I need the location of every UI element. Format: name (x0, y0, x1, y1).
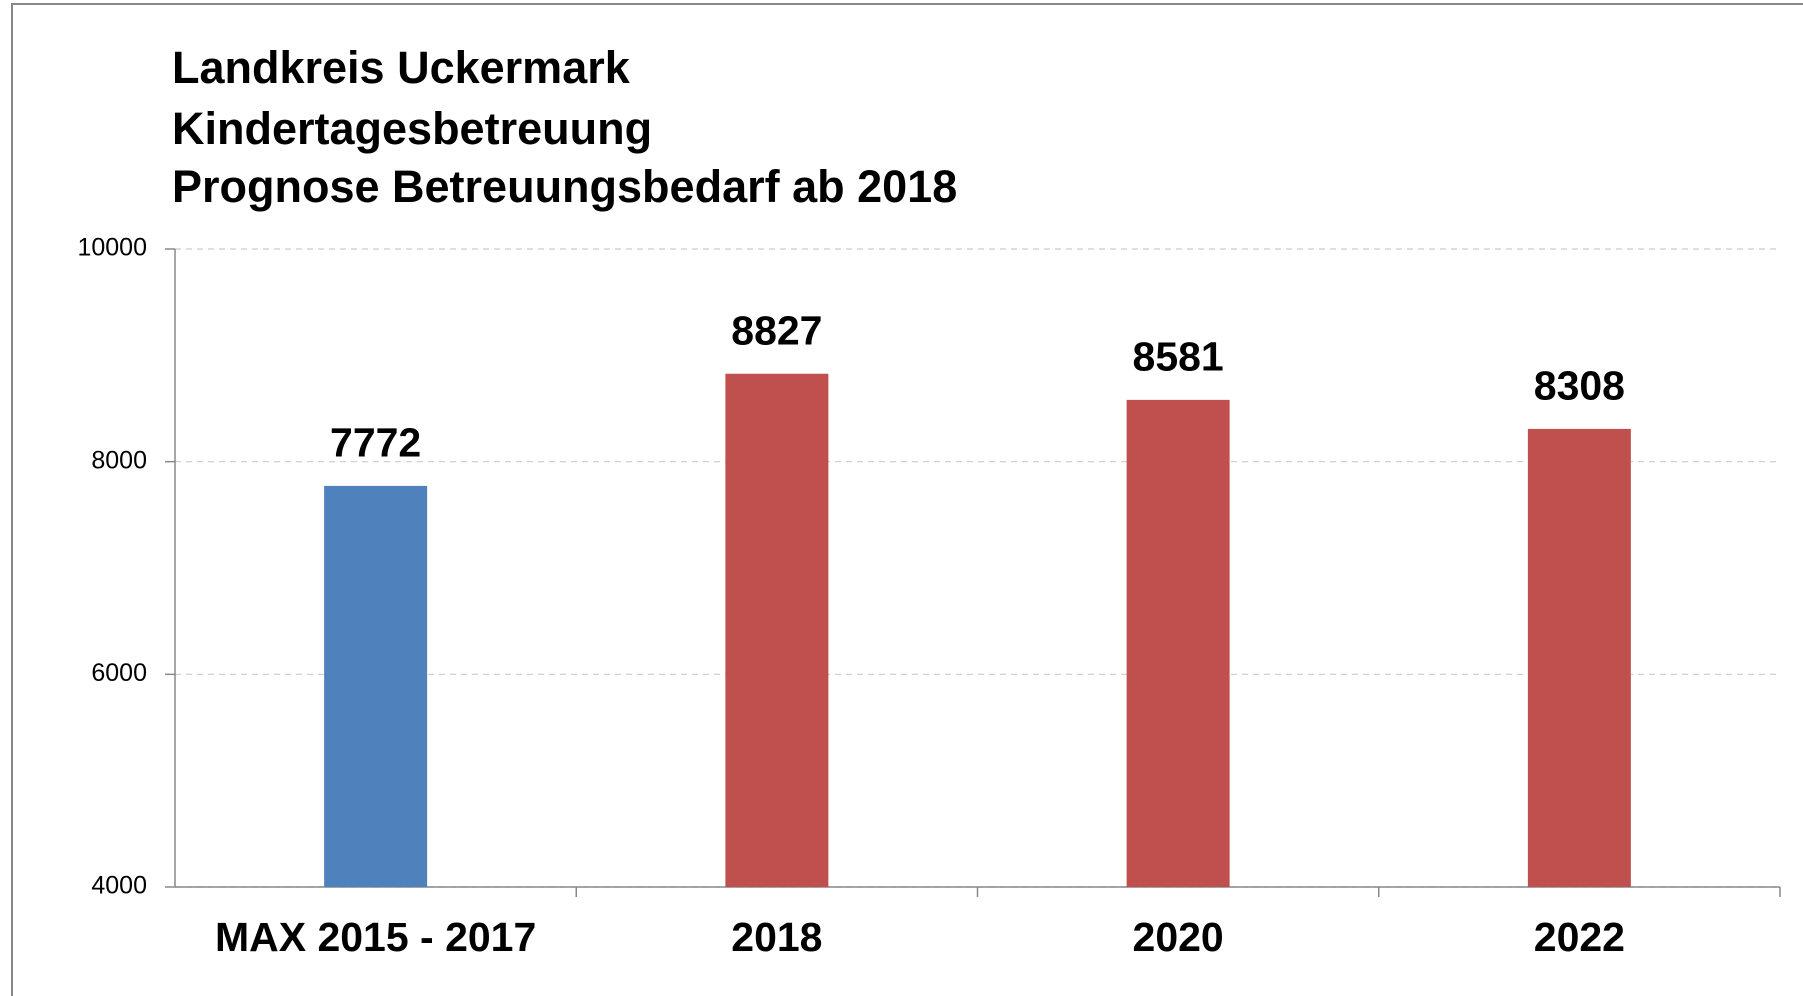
chart-frame (11, 3, 1803, 996)
data-label: 8308 (1534, 363, 1625, 409)
x-tick-label: 2018 (731, 914, 822, 960)
bar (324, 485, 428, 887)
x-tick-label: MAX 2015 - 2017 (215, 914, 536, 960)
data-label: 7772 (330, 420, 421, 466)
y-tick-label: 6000 (91, 659, 147, 687)
y-tick-label: 8000 (91, 446, 147, 474)
x-tick-label: 2022 (1534, 914, 1625, 960)
data-label: 8581 (1133, 334, 1224, 380)
bar (1126, 399, 1230, 887)
y-tick-label: 10000 (77, 234, 147, 262)
bar (1527, 428, 1631, 887)
data-label: 8827 (731, 308, 822, 354)
chart-title: Prognose Betreuungsbedarf ab 2018 (172, 161, 957, 212)
bar (725, 373, 829, 887)
x-tick-label: 2020 (1133, 914, 1224, 960)
chart-title: Landkreis Uckermark (172, 42, 631, 93)
chart-title: Kindertagesbetreuung (172, 103, 652, 154)
y-tick-label: 4000 (91, 872, 147, 900)
